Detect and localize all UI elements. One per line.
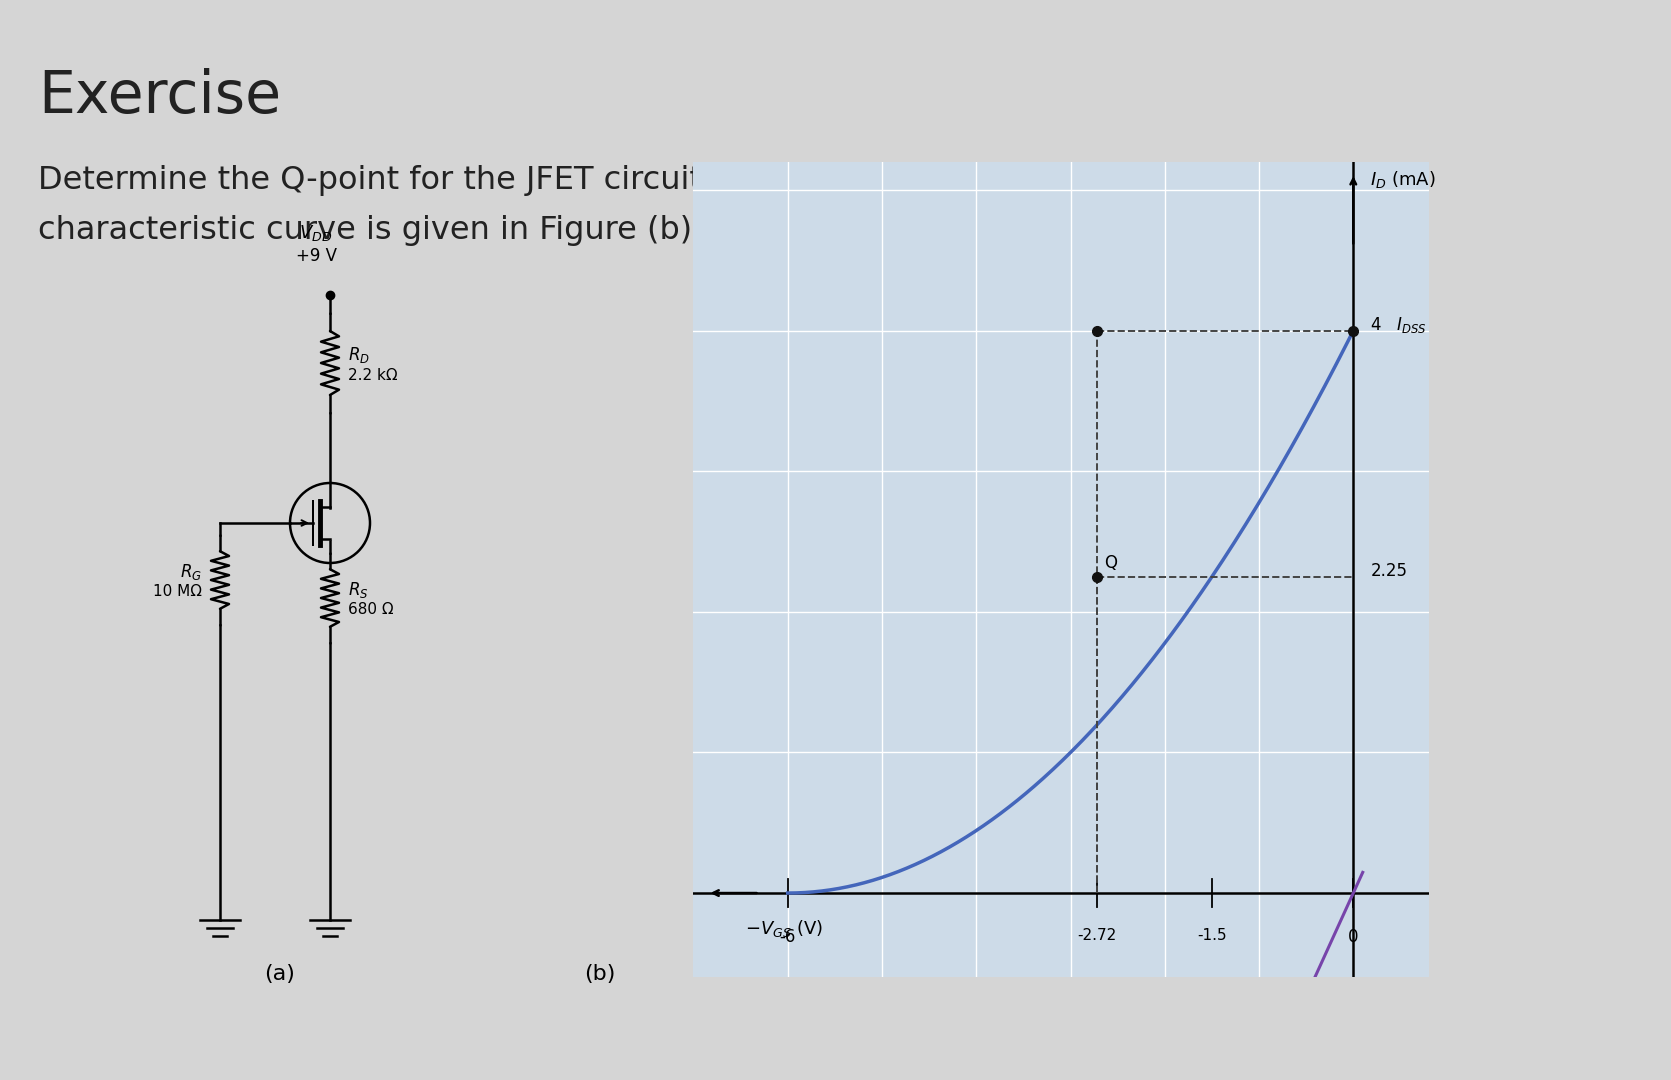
- Text: 10 MΩ: 10 MΩ: [154, 584, 202, 599]
- Text: 4   $I_{DSS}$: 4 $I_{DSS}$: [1370, 315, 1427, 335]
- Text: $I_D$ (mA): $I_D$ (mA): [1370, 170, 1435, 190]
- Text: Exercise: Exercise: [38, 68, 281, 125]
- Text: $-V_{GS}$ (V): $-V_{GS}$ (V): [745, 918, 824, 940]
- Text: $R_D$: $R_D$: [348, 345, 369, 365]
- Text: (b): (b): [585, 964, 615, 984]
- Text: $R_S$: $R_S$: [348, 580, 369, 600]
- Text: 2.2 kΩ: 2.2 kΩ: [348, 367, 398, 382]
- Text: -6: -6: [780, 928, 795, 946]
- Text: Determine the Q-point for the JFET circuit in Figure (a). The transfer: Determine the Q-point for the JFET circu…: [38, 165, 1120, 195]
- Text: 2.25: 2.25: [1370, 562, 1407, 580]
- Text: Q: Q: [1105, 554, 1118, 572]
- Text: +9 V: +9 V: [296, 247, 336, 265]
- Text: 680 Ω: 680 Ω: [348, 603, 394, 618]
- Text: 0: 0: [1348, 928, 1359, 946]
- Text: -2.72: -2.72: [1078, 928, 1116, 943]
- Text: characteristic curve is given in Figure (b).: characteristic curve is given in Figure …: [38, 215, 702, 246]
- Text: $I_D$ (mA): $I_D$ (mA): [1084, 208, 1156, 230]
- Text: $R_G$: $R_G$: [180, 562, 202, 582]
- Text: -1.5: -1.5: [1196, 928, 1227, 943]
- Text: (a): (a): [264, 964, 296, 984]
- Text: $V_{DD}$: $V_{DD}$: [299, 222, 333, 243]
